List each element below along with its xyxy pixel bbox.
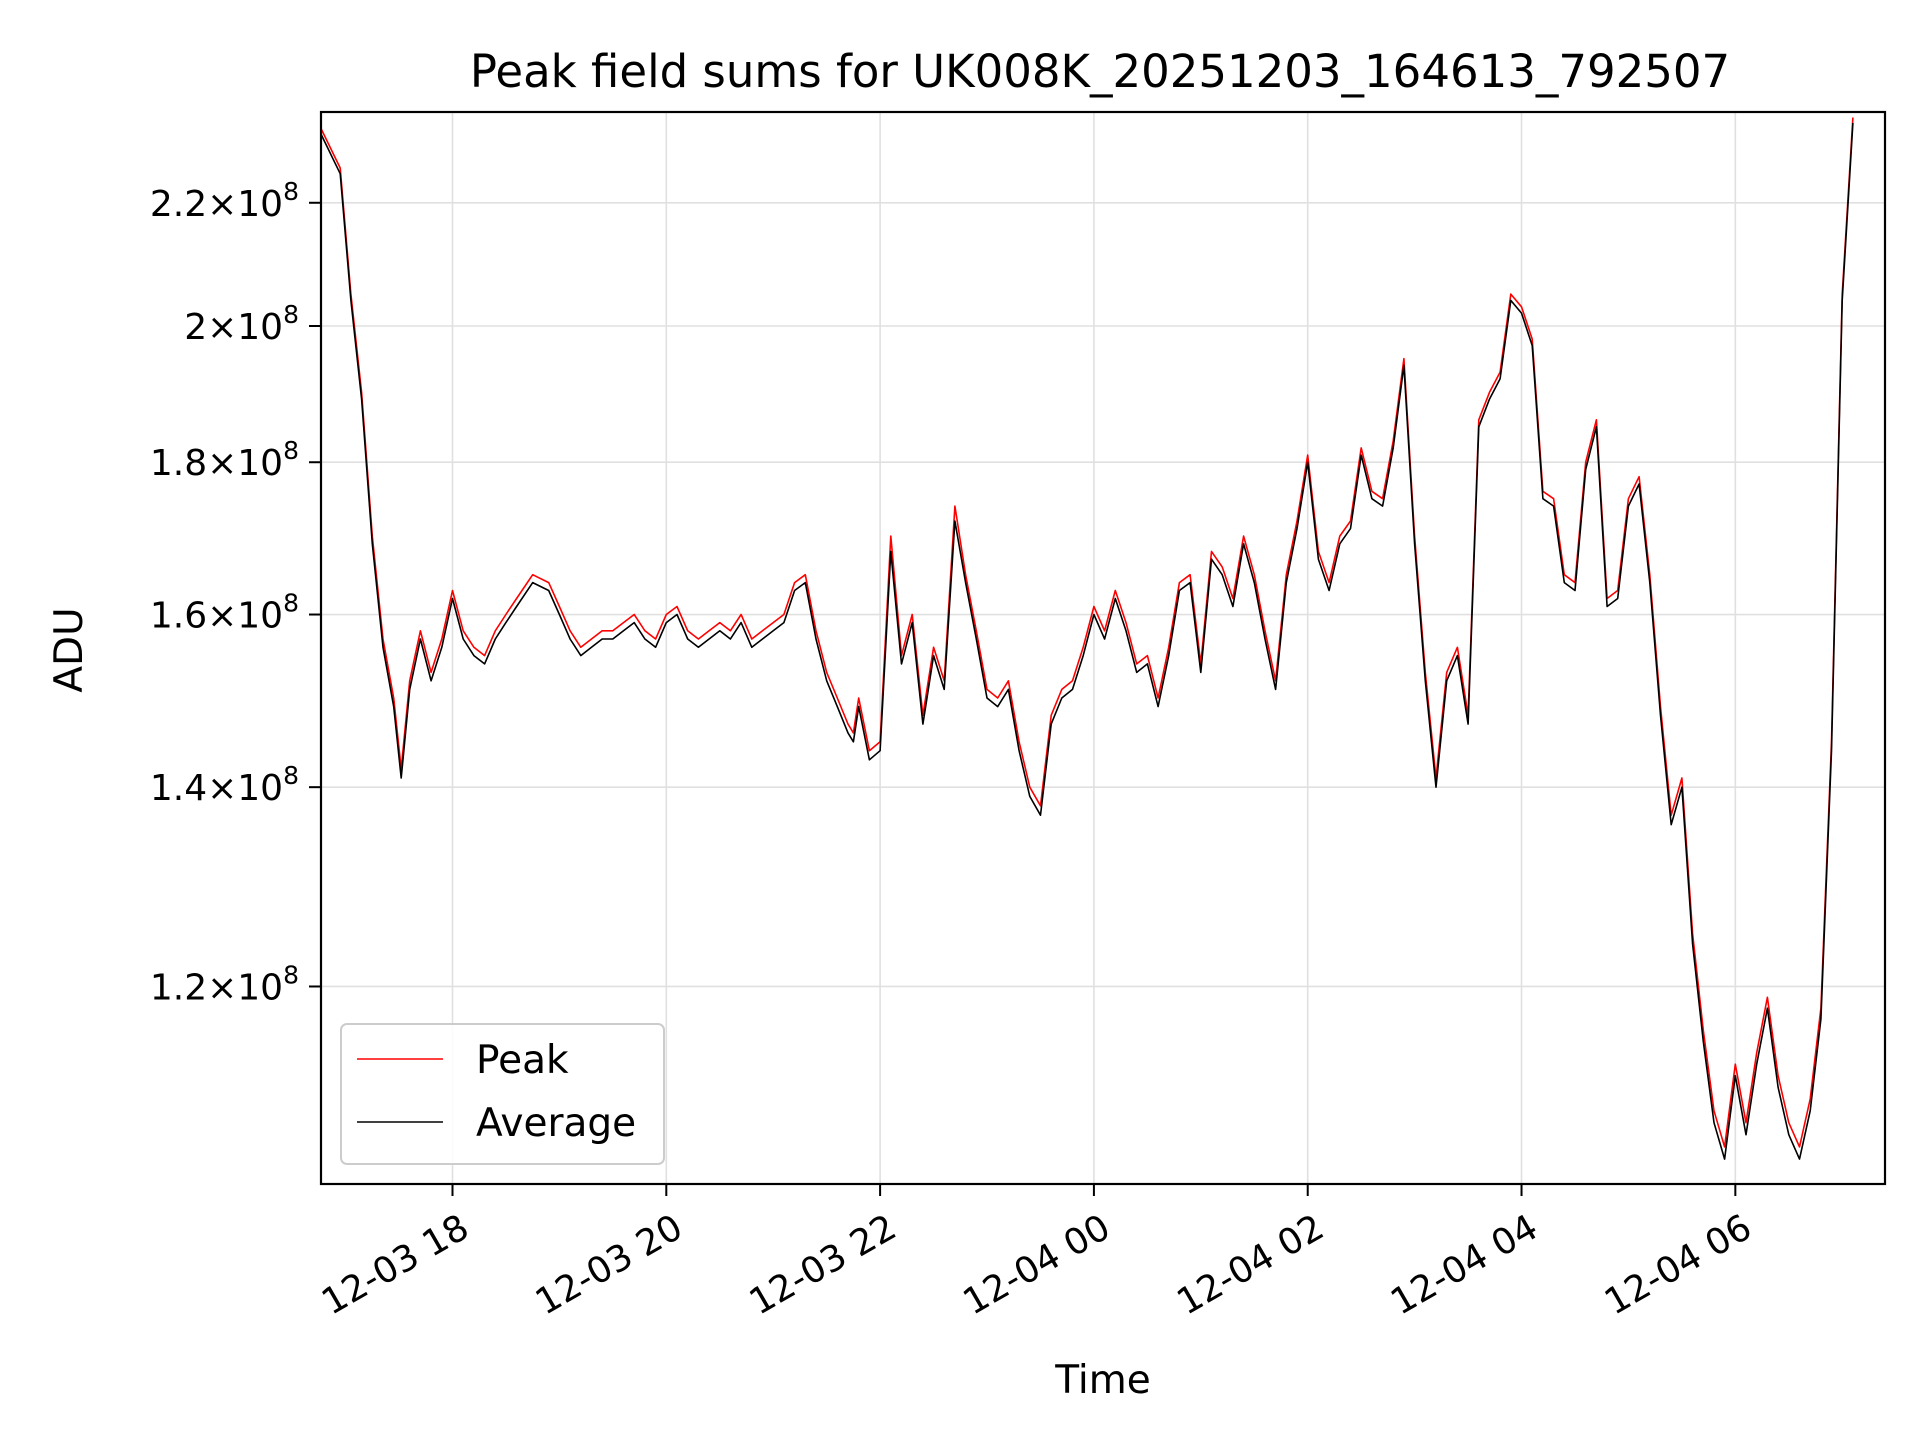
- y-tick-label: 1.2×108: [150, 960, 299, 1008]
- y-tick-label: 1.8×108: [150, 436, 299, 484]
- plot-frame: [319, 110, 1887, 1186]
- y-tick-exponent: 8: [283, 300, 299, 329]
- y-tick-exponent: 8: [283, 960, 299, 989]
- y-axis: 1.2×108 1.4×108 1.6×108 1.8×108 2×108 2.2×108: [150, 177, 321, 1008]
- y-tick-label: 2×108: [184, 300, 299, 348]
- y-tick-mantissa: 1.8: [150, 443, 207, 484]
- y-tick-label: 2.2×108: [150, 177, 299, 225]
- legend-label-peak: Peak: [476, 1038, 569, 1083]
- y-axis-label: ADU: [47, 607, 92, 692]
- y-tick-exponent: 8: [283, 761, 299, 790]
- legend: Peak Average: [340, 1023, 665, 1165]
- y-tick-exponent: 8: [283, 436, 299, 465]
- y-tick-mantissa: 2: [184, 307, 207, 348]
- x-axis-label: Time: [1054, 1358, 1150, 1403]
- series-line-average: [320, 122, 1854, 1160]
- grid: [321, 112, 1885, 1184]
- y-tick-mantissa: 1.2: [150, 967, 207, 1008]
- legend-label-average: Average: [476, 1101, 636, 1146]
- y-tick-mantissa: 1.4: [150, 768, 207, 809]
- series-layer: [320, 117, 1854, 1160]
- y-tick-exponent: 8: [283, 589, 299, 618]
- y-tick-mantissa: 1.6: [150, 596, 207, 637]
- y-tick-exponent: 8: [283, 177, 299, 206]
- chart-title: Peak field sums for UK008K_20251203_1646…: [470, 45, 1730, 98]
- y-tick-mantissa: 2.2: [150, 184, 207, 225]
- y-tick-label: 1.6×108: [150, 589, 299, 637]
- y-tick-label: 1.4×108: [150, 761, 299, 809]
